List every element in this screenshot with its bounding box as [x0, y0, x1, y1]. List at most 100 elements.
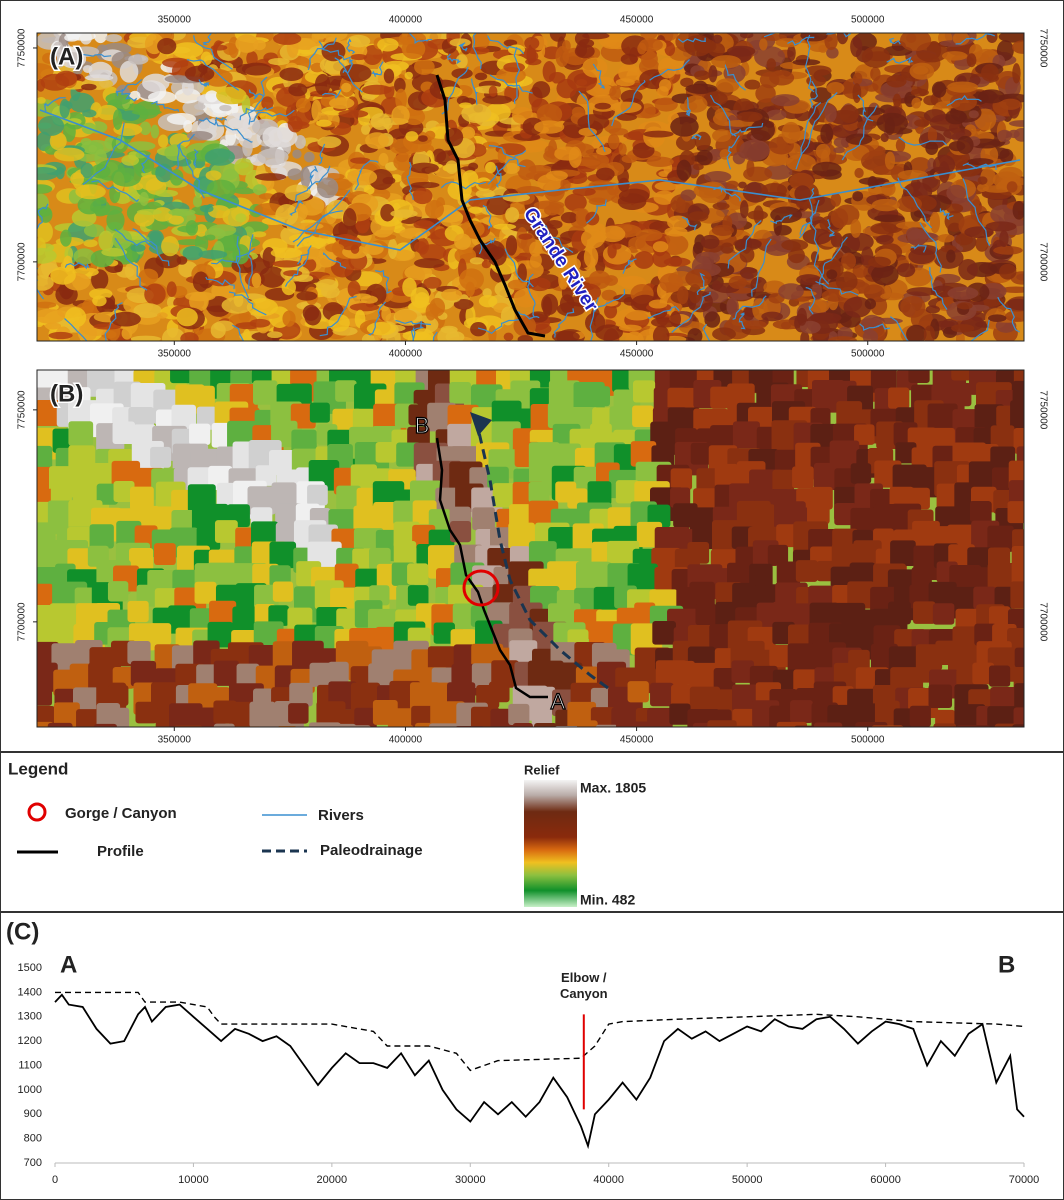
terrain	[949, 92, 978, 111]
terrain	[572, 187, 596, 196]
terrain	[657, 57, 677, 79]
terrain	[487, 246, 507, 267]
x-coordinate-label: 400000	[389, 735, 423, 746]
terrain	[733, 725, 755, 727]
terrain	[194, 581, 217, 604]
terrain	[439, 209, 464, 228]
terrain	[999, 230, 1009, 248]
terrain	[83, 224, 105, 238]
terrain	[574, 587, 600, 614]
terrain	[459, 102, 472, 109]
terrain	[908, 370, 930, 384]
terrain	[128, 54, 149, 65]
terrain	[249, 318, 271, 328]
terrain	[251, 272, 262, 288]
terrain	[154, 543, 176, 565]
river	[395, 319, 432, 326]
river	[319, 295, 357, 337]
terrain	[311, 99, 322, 122]
river	[534, 207, 574, 254]
river	[482, 205, 493, 230]
terrain	[772, 601, 794, 623]
river	[440, 181, 487, 190]
terrain	[37, 166, 59, 181]
terrain	[180, 332, 199, 341]
terrain	[767, 544, 789, 566]
terrain	[517, 159, 537, 181]
terrain	[1007, 501, 1024, 524]
y-tick-label: 1200	[18, 1035, 42, 1047]
terrain	[710, 386, 732, 409]
terrain	[64, 306, 87, 328]
river	[178, 143, 205, 199]
terrain	[59, 98, 70, 119]
river	[487, 149, 527, 185]
terrain	[241, 62, 272, 76]
terrain	[618, 188, 650, 204]
terrain	[465, 305, 476, 327]
relief-title: Relief	[524, 762, 560, 777]
terrain	[492, 483, 517, 508]
terrain	[558, 269, 569, 290]
terrain	[609, 85, 622, 101]
terrain	[704, 171, 732, 183]
terrain	[913, 601, 936, 624]
river	[889, 37, 901, 45]
terrain	[967, 158, 994, 166]
river	[354, 159, 379, 191]
terrain	[826, 81, 845, 95]
terrain	[507, 279, 528, 291]
river	[408, 33, 433, 44]
terrain	[447, 423, 476, 452]
terrain	[155, 163, 173, 183]
terrain	[830, 566, 852, 588]
terrain	[412, 187, 433, 205]
terrain	[248, 728, 281, 761]
terrain	[854, 424, 875, 445]
terrain	[664, 226, 688, 237]
river	[818, 236, 848, 285]
river	[898, 136, 948, 146]
terrain	[147, 91, 177, 104]
river	[513, 47, 521, 104]
terrain	[335, 380, 357, 402]
terrain	[722, 215, 733, 232]
terrain	[170, 370, 193, 384]
terrain	[615, 78, 635, 87]
terrain	[166, 112, 197, 125]
river	[787, 36, 815, 46]
terrain	[130, 486, 154, 511]
terrain	[561, 40, 571, 53]
terrain	[257, 148, 289, 166]
terrain	[214, 520, 238, 543]
terrain	[576, 41, 588, 57]
terrain	[208, 503, 229, 525]
terrain	[387, 708, 417, 727]
terrain	[75, 184, 106, 200]
terrain	[588, 197, 608, 206]
terrain	[168, 215, 184, 225]
terrain	[105, 92, 131, 105]
terrain	[339, 64, 372, 83]
terrain	[744, 79, 761, 90]
river	[116, 78, 143, 96]
terrain	[955, 233, 973, 246]
terrain	[48, 331, 73, 340]
terrain	[755, 84, 776, 103]
terrain	[833, 147, 846, 154]
terrain	[470, 322, 487, 337]
terrain	[647, 707, 673, 727]
terrain	[93, 323, 122, 330]
terrain	[743, 166, 773, 182]
terrain	[154, 189, 179, 198]
terrain	[759, 71, 780, 89]
terrain	[261, 96, 274, 110]
terrain	[624, 310, 651, 321]
terrain	[528, 277, 551, 292]
river	[478, 237, 496, 255]
terrain	[1012, 200, 1024, 220]
river	[236, 236, 250, 299]
terrain	[999, 263, 1017, 280]
terrain	[52, 51, 85, 62]
river	[946, 94, 982, 107]
